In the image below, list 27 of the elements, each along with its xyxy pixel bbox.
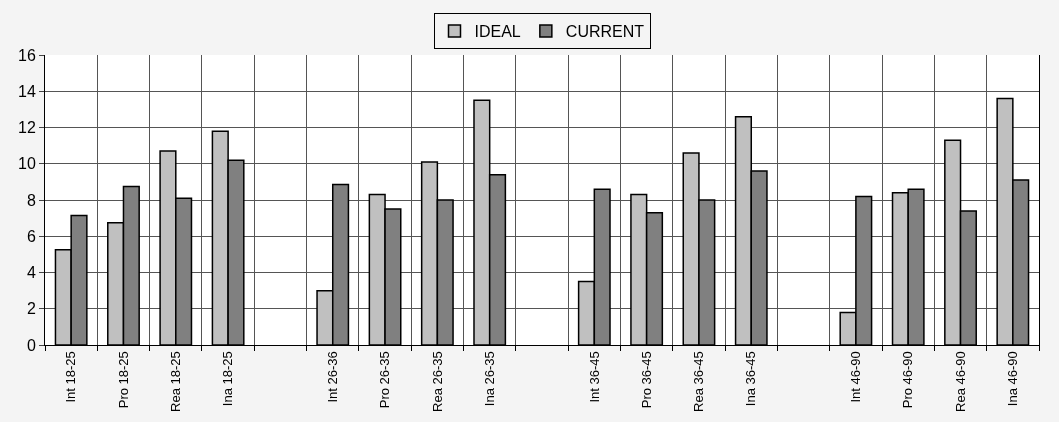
x-tick-label: Pro 46-90 [900,351,916,409]
x-tick-label: Rea 36-45 [691,351,707,412]
x-tick-label: Rea 26-35 [429,351,445,412]
y-tick-label: 14 [18,82,36,100]
y-tick-label: 4 [26,264,36,282]
y-tick-label: 8 [26,191,36,209]
x-tick-label: Rea 46-90 [952,351,968,412]
x-tick-label: Ina 46-90 [1005,351,1021,407]
y-tick-label: 0 [26,336,36,354]
legend-label: CURRENT [565,23,645,41]
x-tick-label: Pro 36-45 [638,351,654,409]
legend-label: IDEAL [474,23,521,41]
x-tick-label: Int 26-36 [324,351,340,403]
x-tick-label: Pro 26-35 [377,351,393,409]
y-tick-label: 6 [26,227,36,245]
x-tick-label: Int 46-90 [848,351,864,403]
x-tick-label: Ina 36-45 [743,351,759,407]
y-tick-label: 2 [26,300,36,318]
x-tick-label: Ina 18-25 [220,351,236,407]
y-tick-label: 16 [18,46,36,64]
x-tick-label: Ina 26-35 [481,351,497,407]
x-tick-label: Rea 18-25 [168,351,184,412]
x-tick-label: Int 18-25 [63,351,79,403]
x-tick-label: Pro 18-25 [115,351,131,409]
y-tick-label: 10 [18,155,36,173]
y-tick-label: 12 [18,119,36,137]
x-tick-label: Int 36-45 [586,351,602,403]
